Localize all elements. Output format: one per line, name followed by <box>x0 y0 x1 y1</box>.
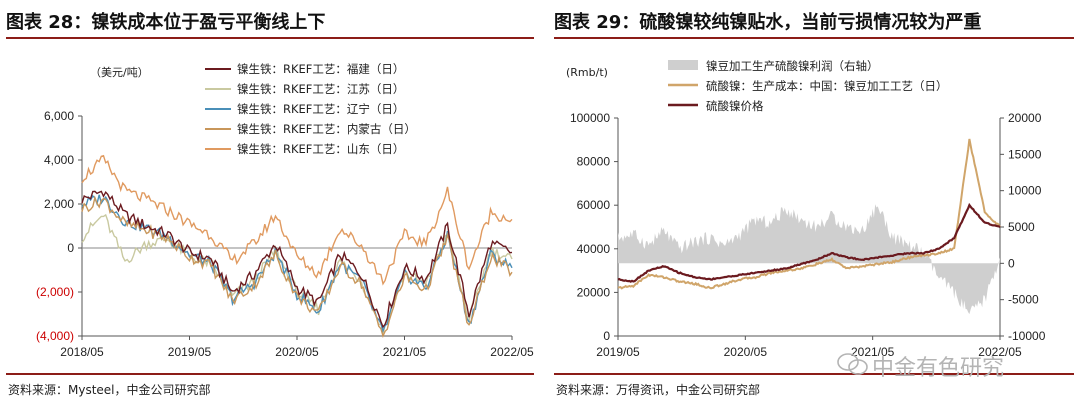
right-chart: (Rmb/t)100000800006000040000200000200001… <box>566 59 1046 359</box>
right-left-tick-label: 20000 <box>577 285 611 299</box>
right-left-tick-label: 0 <box>603 329 610 343</box>
right-source-note: 资料来源：万得资讯，中金公司研究部 <box>556 383 761 397</box>
left-legend-label: 镍生铁：RKEF工艺：江苏（日） <box>237 82 404 96</box>
right-right-tick-label: 10000 <box>1008 184 1042 198</box>
left-x-tick-label: 2021/05 <box>383 345 427 359</box>
left-legend-label: 镍生铁：RKEF工艺：福建（日） <box>237 62 404 76</box>
right-figure-title: 图表 29：硫酸镍较纯镍贴水，当前亏损情况较为严重 <box>554 12 982 33</box>
left-title-rule <box>6 37 534 39</box>
right-profit-area <box>618 204 1000 315</box>
left-x-tick-label: 2022/05 <box>490 345 534 359</box>
left-y-tick-label: 0 <box>67 241 74 255</box>
right-x-tick-label: 2022/05 <box>978 345 1022 359</box>
left-y-tick-label: 6,000 <box>44 109 74 123</box>
left-legend-label: 镍生铁：RKEF工艺：内蒙古（日） <box>237 122 416 136</box>
left-series-line <box>81 190 513 329</box>
right-right-tick-label: 15000 <box>1008 147 1042 161</box>
left-y-tick-label: 2,000 <box>44 197 74 211</box>
right-series-line <box>617 202 1001 283</box>
left-y-tick-label: (2,000) <box>36 285 74 299</box>
right-x-tick-label: 2021/05 <box>851 345 895 359</box>
right-legend-swatch <box>668 60 698 70</box>
left-chart: （美元/吨） 6,000 4,000 2,000 0 (2,000) (4,000) 2018… <box>36 62 534 359</box>
left-series-line <box>81 194 513 334</box>
left-x-tick-label: 2018/05 <box>60 345 104 359</box>
right-right-tick-label: 5000 <box>1008 220 1035 234</box>
right-right-tick-label: 20000 <box>1008 111 1042 125</box>
right-series-line <box>617 138 1001 290</box>
left-source-rule <box>6 373 534 375</box>
left-legend-label: 镍生铁：RKEF工艺：辽宁（日） <box>237 102 404 116</box>
right-figure-panel: 图表 29：硫酸镍较纯镍贴水，当前亏损情况较为严重 (Rmb/t) 100000 8… <box>548 0 1080 411</box>
right-right-tick-label: -10000 <box>1008 329 1046 343</box>
right-legend-label: 硫酸镍：生产成本：中国：镍豆加工工艺（日） <box>706 79 948 93</box>
right-right-tick-label: -5000 <box>1008 293 1039 307</box>
left-source-note: 资料来源：Mysteel，中金公司研究部 <box>8 383 211 397</box>
right-legend-label: 镍豆加工生产硫酸镍利润（右轴） <box>706 59 879 73</box>
left-legend-label: 镍生铁：RKEF工艺：山东（日） <box>237 142 404 156</box>
right-title-rule <box>554 37 1074 39</box>
left-figure-title: 图表 28：镍铁成本位于盈亏平衡线上下 <box>6 12 326 33</box>
right-legend-label: 硫酸镍价格 <box>706 99 764 113</box>
left-x-tick-label: 2019/05 <box>168 345 212 359</box>
left-figure-panel: 图表 28：镍铁成本位于盈亏平衡线上下 （美元/吨） 6,000 4,000 2,00… <box>6 12 534 397</box>
right-left-tick-label: 60000 <box>577 198 611 212</box>
right-unit-label: (Rmb/t) <box>566 66 608 79</box>
right-left-tick-label: 80000 <box>577 155 611 169</box>
right-right-tick-label: 0 <box>1008 256 1015 270</box>
left-y-tick-label: 4,000 <box>44 153 74 167</box>
right-source-rule <box>554 373 1074 375</box>
left-series-line <box>81 195 513 339</box>
left-x-tick-label: 2020/05 <box>275 345 319 359</box>
right-left-tick-label: 40000 <box>577 242 611 256</box>
wechat-icon <box>837 353 868 375</box>
left-y-tick-label: (4,000) <box>36 329 74 343</box>
right-left-tick-label: 100000 <box>570 111 610 125</box>
right-x-tick-label: 2019/05 <box>596 345 640 359</box>
left-series-line <box>81 154 513 286</box>
right-x-tick-label: 2020/05 <box>724 345 768 359</box>
left-unit-label: （美元/吨） <box>90 66 149 79</box>
watermark-text: 中金有色研究 <box>872 356 1005 381</box>
